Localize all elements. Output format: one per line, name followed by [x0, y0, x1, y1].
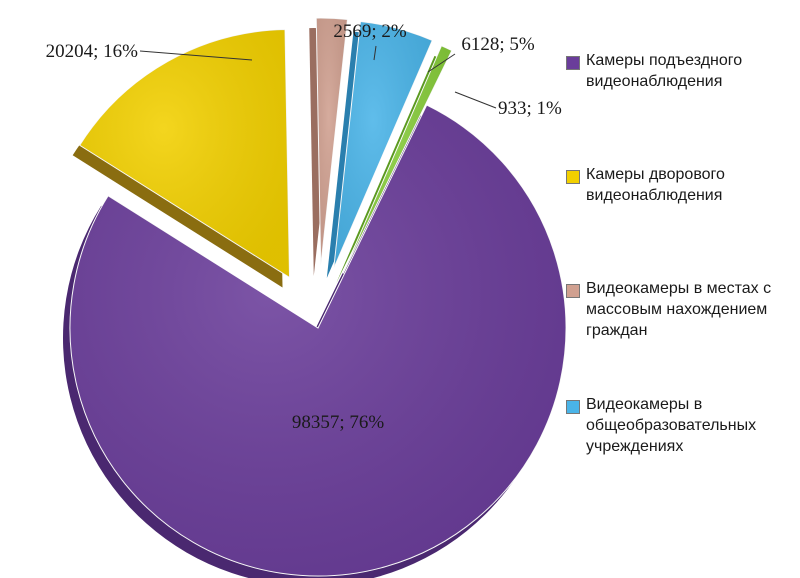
data-labels: 98357; 76% 20204; 16% 2569; 2% 6128; 5% 933;…	[46, 21, 562, 433]
legend-label: Видеокамеры в общеобразовательных учрежд…	[586, 396, 757, 455]
slice-other-shading	[343, 45, 452, 274]
slice-other-label: 933; 1%	[498, 98, 562, 119]
legend-swatch	[566, 170, 580, 184]
leader-lines	[139, 45, 497, 109]
legend-swatch	[566, 400, 580, 414]
legend-swatch	[566, 56, 580, 70]
slice-yard-cameras-leader-line	[139, 50, 253, 61]
slice-other-leader-line	[454, 91, 497, 109]
legend-label: Камеры дворового видеонаблюдения	[586, 166, 725, 204]
legend-label: Видеокамеры в местах с массовым нахожден…	[586, 280, 772, 339]
slice-entrance-cameras-label: 98357; 76%	[292, 412, 385, 433]
slice-school-cameras-leader-line	[427, 53, 456, 73]
slice-yard-cameras-shading	[79, 29, 290, 278]
slice-entrance-cameras-shading	[69, 105, 566, 577]
slice-school-cameras-label: 6128; 5%	[461, 34, 535, 55]
pie-slices	[63, 17, 567, 578]
legend-label: Камеры подъездного видеонаблюдения	[586, 52, 743, 90]
legend-swatch	[566, 284, 580, 298]
slice-public-places-cameras-label: 2569; 2%	[333, 21, 407, 42]
slice-yard-cameras-label: 20204; 16%	[46, 41, 139, 62]
slice-school-cameras-shading	[333, 21, 433, 269]
slice-public-places-cameras-leader-line	[373, 45, 377, 61]
slice-public-places-cameras-shading	[316, 18, 348, 267]
